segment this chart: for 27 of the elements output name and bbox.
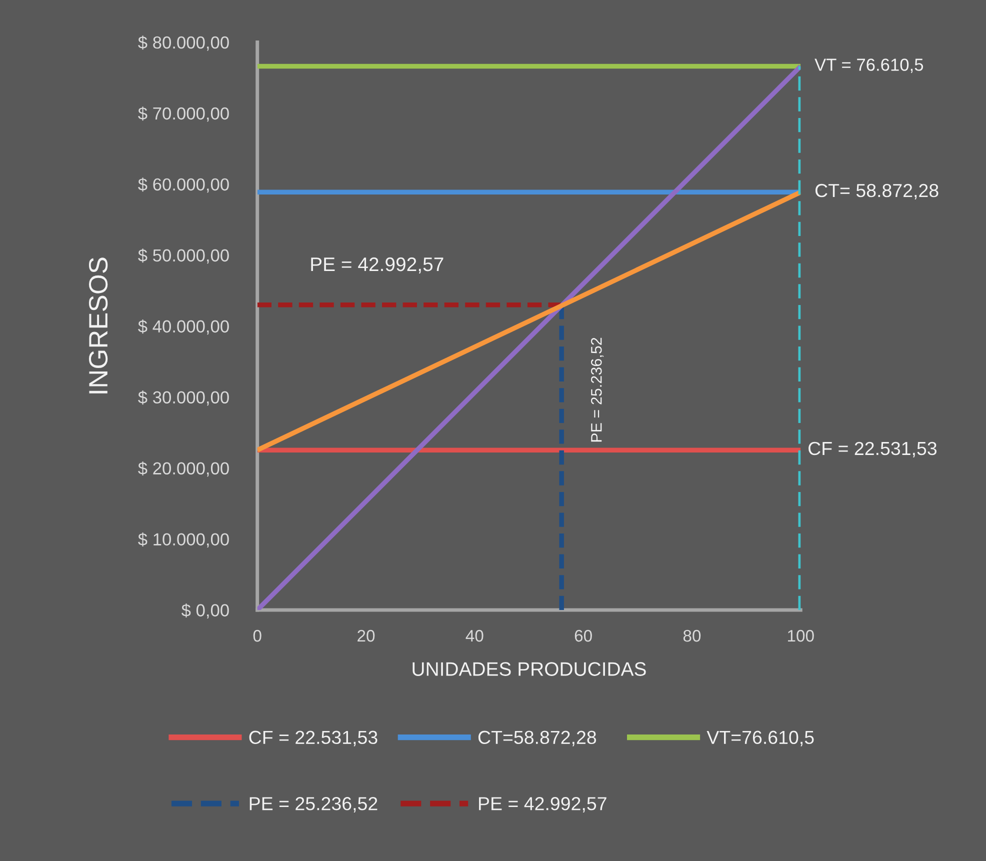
legend-label: CF = 22.531,53 <box>249 730 378 746</box>
x-tick-label: 0 <box>253 630 262 642</box>
y-tick-label: $ 60.000,00 <box>138 178 229 193</box>
x-axis-title: UNIDADES PRODUCIDAS <box>412 662 646 676</box>
x-tick-label: 100 <box>788 630 814 642</box>
legend-label: PE = 25.236,52 <box>250 797 378 812</box>
legend-label: CT=58.872,28 <box>478 730 596 746</box>
y-tick-label: $ 80.000,00 <box>138 36 229 51</box>
annotation: PE = 25.236,52 <box>590 338 604 442</box>
x-tick-label: 60 <box>574 630 592 642</box>
x-tick-label: 20 <box>358 630 375 642</box>
y-tick-label: $ 0,00 <box>181 603 229 619</box>
y-tick-label: $ 50.000,00 <box>138 248 229 264</box>
x-tick-label: 80 <box>683 630 701 642</box>
y-tick-label: $ 70.000,00 <box>138 106 229 122</box>
annotation: VT = 76.610,5 <box>814 58 924 73</box>
annotation: CT= 58.872,28 <box>815 184 938 200</box>
legend-label: VT=76.610,5 <box>706 730 814 746</box>
y-tick-label: $ 20.000,00 <box>138 462 229 477</box>
y-tick-label: $ 10.000,00 <box>138 532 229 548</box>
annotation: PE = 42.992,57 <box>311 257 444 274</box>
y-axis-title: INGRESOS <box>88 258 108 394</box>
x-tick-label: 40 <box>466 630 484 642</box>
legend-label: PE = 42.992,57 <box>479 797 606 812</box>
annotation: CF = 22.531,53 <box>808 442 937 458</box>
y-tick-label: $ 40.000,00 <box>138 320 229 335</box>
y-tick-label: $ 30.000,00 <box>138 390 229 406</box>
